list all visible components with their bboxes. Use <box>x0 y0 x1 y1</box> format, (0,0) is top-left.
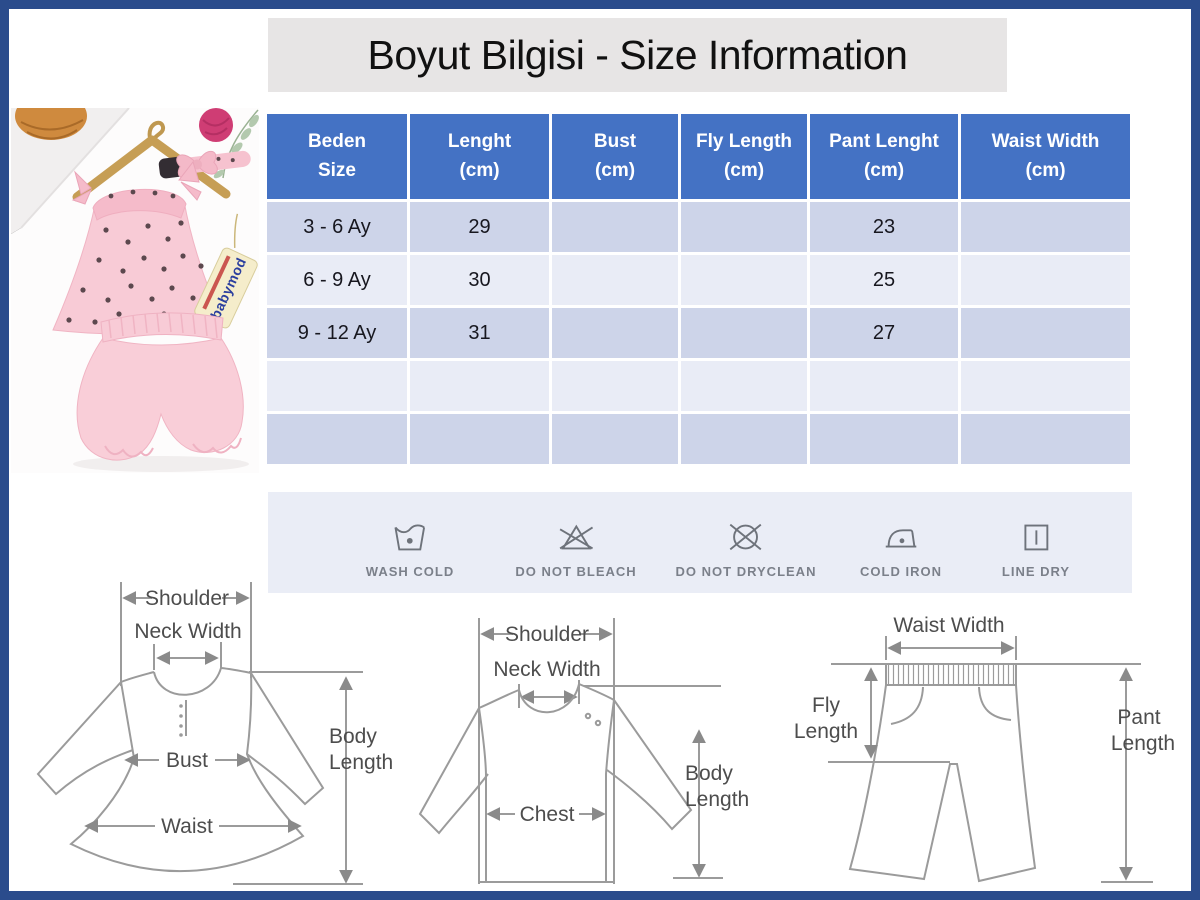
cell-size: 9 - 12 Ay <box>267 308 407 358</box>
shirt-left-sleeve <box>418 707 489 835</box>
cell-lenght: 29 <box>410 202 549 252</box>
cell-fly-length <box>681 255 807 305</box>
dress-bust-label: Bust <box>166 749 208 772</box>
shirt-neck-width-label: Neck Width <box>493 658 600 681</box>
col-header-waist-width: Waist Width (cm) <box>961 114 1130 199</box>
flower-decor <box>199 108 233 142</box>
shirt-body-length-label: Body <box>685 762 733 785</box>
table-row-empty-1 <box>267 361 1130 411</box>
pants-left-pocket <box>890 686 924 725</box>
title-bar: Boyut Bilgisi - Size Information <box>268 18 1007 92</box>
cell-waist-width <box>961 202 1130 252</box>
dress-left-sleeve <box>36 681 134 796</box>
care-label: COLD IRON <box>860 564 942 579</box>
cell-bust <box>552 308 678 358</box>
cell-lenght: 31 <box>410 308 549 358</box>
shirt-neckline <box>518 683 580 714</box>
wash-cold-icon <box>394 524 426 551</box>
shirt-shoulder-label: Shoulder <box>505 623 589 646</box>
care-item-do-not-dryclean: DO NOT DRYCLEAN <box>676 516 817 579</box>
table-row-empty-2 <box>267 414 1130 464</box>
bloomer-shorts <box>73 312 249 472</box>
cell-waist-width <box>961 308 1130 358</box>
dress-right-sleeve <box>246 672 325 806</box>
care-item-line-dry: LINE DRY <box>1002 516 1070 579</box>
cell-pant-lenght: 25 <box>810 255 958 305</box>
do-not-dryclean-icon <box>730 523 762 551</box>
care-item-wash-cold: WASH COLD <box>366 516 454 579</box>
cell-size: 6 - 9 Ay <box>267 255 407 305</box>
svg-text:Length: Length <box>685 788 749 811</box>
dress-waist-label: Waist <box>161 815 213 838</box>
cell-empty <box>681 361 807 411</box>
product-photo: babymod <box>11 108 259 473</box>
cell-size: 3 - 6 Ay <box>267 202 407 252</box>
svg-text:Length: Length <box>794 720 858 743</box>
dress-shoulder-label: Shoulder <box>145 587 229 610</box>
care-label: WASH COLD <box>365 564 455 579</box>
dress-neck-width-label: Neck Width <box>134 620 241 643</box>
pants-waist-width-label: Waist Width <box>893 614 1004 637</box>
care-item-cold-iron: COLD IRON <box>860 516 942 579</box>
table-row-9-12-ay: 9 - 12 Ay 31 27 <box>267 308 1130 358</box>
polka-dot-top <box>52 160 224 335</box>
line-dry-icon <box>1024 524 1049 551</box>
shirt-body <box>478 699 615 882</box>
shirt-chest-label: Chest <box>520 803 575 826</box>
dress-measurement-diagram: Shoulder Neck Width Bust Waist Body Leng… <box>36 582 393 885</box>
cell-bust <box>552 255 678 305</box>
cell-empty <box>961 414 1130 464</box>
cell-fly-length <box>681 202 807 252</box>
page-title: Boyut Bilgisi - Size Information <box>367 31 908 78</box>
care-label: DO NOT DRYCLEAN <box>675 564 817 579</box>
col-header-bust: Bust (cm) <box>552 114 678 199</box>
cell-empty <box>267 361 407 411</box>
cell-fly-length <box>681 308 807 358</box>
pants-fly-length-label: Fly <box>812 694 840 717</box>
size-table: Beden Size Lenght (cm) Bust (cm) Fly Length… <box>264 111 1133 467</box>
cell-empty <box>410 414 549 464</box>
table-row-6-9-ay: 6 - 9 Ay 30 25 <box>267 255 1130 305</box>
do-not-bleach-icon <box>559 524 593 550</box>
cell-empty <box>410 361 549 411</box>
cell-empty <box>681 414 807 464</box>
col-header-beden-size: Beden Size <box>267 114 407 199</box>
cell-lenght: 30 <box>410 255 549 305</box>
svg-text:Length: Length <box>1111 732 1175 755</box>
cell-empty <box>267 414 407 464</box>
table-row-3-6-ay: 3 - 6 Ay 29 23 <box>267 202 1130 252</box>
cell-empty <box>810 361 958 411</box>
care-label: DO NOT BLEACH <box>515 564 637 579</box>
shirt-right-sleeve <box>606 699 693 831</box>
pants-measurement-diagram: Waist Width Fly Length Pant Length <box>794 614 1175 883</box>
table-header-row: Beden Size Lenght (cm) Bust (cm) Fly Length… <box>267 114 1130 199</box>
cell-empty <box>810 414 958 464</box>
svg-text:Length: Length <box>329 751 393 774</box>
cell-bust <box>552 202 678 252</box>
cell-pant-lenght: 27 <box>810 308 958 358</box>
cell-pant-lenght: 23 <box>810 202 958 252</box>
basket-decor <box>15 108 87 140</box>
pants-right-pocket <box>978 686 1012 721</box>
cell-waist-width <box>961 255 1130 305</box>
dress-body-length-label: Body <box>329 725 377 748</box>
headband <box>158 150 251 179</box>
pants-waistband <box>885 663 1017 686</box>
cell-empty <box>552 361 678 411</box>
cell-empty <box>552 414 678 464</box>
care-instructions-strip: WASH COLD DO NOT BLEACH DO NOT DRYCLEAN … <box>268 492 1132 593</box>
cell-empty <box>961 361 1130 411</box>
care-item-do-not-bleach: DO NOT BLEACH <box>515 516 636 579</box>
col-header-pant-lenght: Pant Lenght (cm) <box>810 114 958 199</box>
pants-outline <box>848 684 1037 883</box>
col-header-fly-length: Fly Length (cm) <box>681 114 807 199</box>
shirt-measurement-diagram: Shoulder Neck Width Chest Body Length <box>418 618 749 884</box>
cold-iron-icon <box>885 529 917 548</box>
care-label: LINE DRY <box>1001 564 1071 579</box>
pants-pant-length-label: Pant <box>1117 706 1160 729</box>
col-header-lenght: Lenght (cm) <box>410 114 549 199</box>
